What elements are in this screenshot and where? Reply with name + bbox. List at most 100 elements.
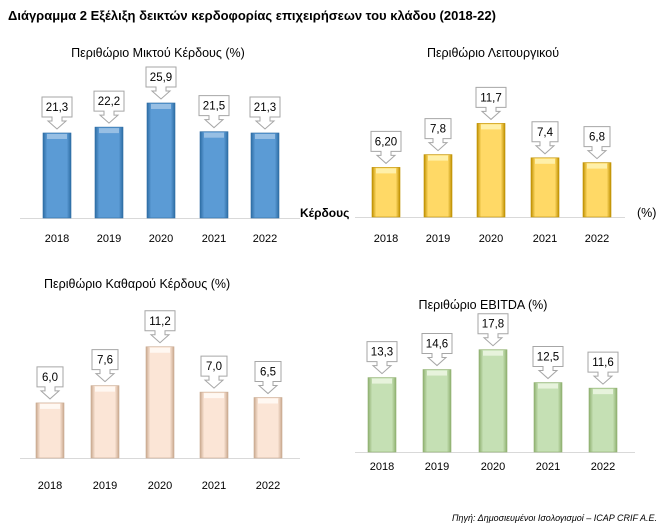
data-label: 21,3 (46, 102, 68, 114)
data-label: 7,6 (97, 355, 113, 367)
chart-title: Περιθώριο EBITDA (%) (419, 298, 548, 312)
chart-3: Περιθώριο Καθαρού Κέρδους (%) 6,0 2018 7,6 2… (20, 277, 300, 492)
figure-title: Διάγραμμα 2 Εξέλιξη δεικτών κερδοφορίας … (8, 8, 496, 23)
bar-2020 (145, 346, 175, 459)
data-label-callout (36, 366, 64, 400)
data-label: 17,8 (482, 319, 504, 331)
bar-2022 (582, 162, 612, 218)
bar-2018 (35, 402, 65, 459)
data-label-callout (583, 126, 611, 160)
x-tick-label: 2022 (585, 233, 609, 245)
chart-2: Περιθώριο Λειτουργικού Κέρδους (%) 6,20 2018… (300, 46, 656, 245)
source-note: Πηγή: Δημοσιευμένοι Ισολογισμοί – ICAP C… (451, 513, 657, 523)
bar-highlight (151, 103, 171, 109)
x-tick-label: 2021 (536, 461, 560, 473)
x-tick-label: 2020 (148, 480, 172, 492)
x-tick-label: 2018 (45, 233, 69, 245)
bar-highlight (255, 133, 275, 139)
data-label-callout (477, 313, 509, 347)
bar-highlight (481, 124, 501, 130)
bar-highlight (95, 386, 115, 392)
chart-title: Περιθώριο Μικτού Κέρδους (%) (71, 46, 245, 60)
bar-2021 (530, 157, 560, 218)
data-label: 21,3 (254, 102, 276, 114)
data-label-callout (91, 349, 119, 383)
data-label: 7,8 (430, 124, 446, 136)
bar-2020 (478, 349, 508, 453)
bar-2019 (423, 154, 453, 218)
data-label-callout (587, 351, 619, 385)
bar-2022 (588, 387, 618, 453)
data-label-callout (144, 310, 176, 344)
bar-2020 (146, 102, 176, 219)
chart-title-unit: (%) (637, 206, 656, 220)
bar-2021 (533, 382, 563, 453)
data-label-callout (421, 333, 453, 367)
bar-2018 (371, 167, 401, 218)
data-label: 6,0 (42, 372, 58, 384)
x-tick-label: 2018 (370, 461, 394, 473)
bar-highlight (593, 389, 613, 395)
chart-1: Περιθώριο Μικτού Κέρδους (%) 21,3 2018 22,2… (20, 46, 300, 245)
bar-highlight (150, 347, 170, 353)
x-tick-label: 2018 (38, 480, 62, 492)
data-label: 11,6 (592, 357, 614, 369)
bar-2018 (42, 132, 72, 219)
bar-highlight (376, 168, 396, 174)
bar-2019 (422, 369, 452, 453)
bar-highlight (535, 158, 555, 164)
x-tick-label: 2021 (202, 480, 226, 492)
bar-2022 (253, 397, 283, 459)
data-label: 11,2 (149, 316, 171, 328)
data-label: 7,4 (537, 127, 554, 139)
chart-title: Περιθώριο Καθαρού Κέρδους (%) (44, 277, 230, 291)
bar-2022 (250, 132, 280, 219)
bar-highlight (99, 128, 119, 134)
data-label-callout (41, 96, 73, 130)
x-tick-label: 2020 (149, 233, 173, 245)
x-tick-label: 2020 (479, 233, 503, 245)
bar-2021 (199, 131, 229, 219)
bar-2020 (476, 123, 506, 218)
x-tick-label: 2021 (533, 233, 557, 245)
x-tick-label: 2019 (93, 480, 117, 492)
data-label: 14,6 (426, 339, 448, 351)
data-label: 25,9 (150, 72, 172, 84)
bar-highlight (483, 350, 503, 356)
chart-4: Περιθώριο EBITDA (%) 13,3 2018 14,6 2019 17,8… (355, 298, 635, 473)
data-label-callout (366, 341, 398, 375)
bar-2019 (90, 385, 120, 459)
data-label: 6,8 (589, 132, 605, 144)
bar-highlight (47, 133, 67, 139)
bar-highlight (427, 370, 447, 376)
data-label: 13,3 (371, 347, 393, 359)
data-label-callout (532, 346, 564, 380)
bar-highlight (428, 155, 448, 161)
data-label-callout (475, 86, 507, 121)
data-label-callout (370, 130, 402, 165)
bar-2021 (199, 391, 229, 459)
x-tick-label: 2022 (253, 233, 277, 245)
data-label: 21,5 (203, 101, 225, 113)
bar-2019 (94, 126, 124, 219)
chart-title: Περιθώριο Λειτουργικού (427, 46, 559, 60)
x-tick-label: 2022 (256, 480, 280, 492)
bar-highlight (204, 132, 224, 138)
x-tick-label: 2021 (202, 233, 226, 245)
data-label-callout (531, 121, 559, 155)
bar-highlight (372, 378, 392, 384)
data-label-callout (424, 118, 452, 152)
x-tick-label: 2018 (374, 233, 398, 245)
data-label-callout (200, 355, 228, 389)
data-label: 12,5 (537, 352, 559, 364)
data-label: 6,5 (260, 367, 276, 379)
chart-title-continuation: Κέρδους (300, 206, 349, 220)
data-label: 11,7 (480, 92, 502, 104)
data-label: 6,20 (375, 136, 397, 148)
data-label-callout (198, 95, 230, 129)
bar-2018 (367, 377, 397, 453)
bar-highlight (538, 383, 558, 389)
bar-highlight (587, 163, 607, 169)
